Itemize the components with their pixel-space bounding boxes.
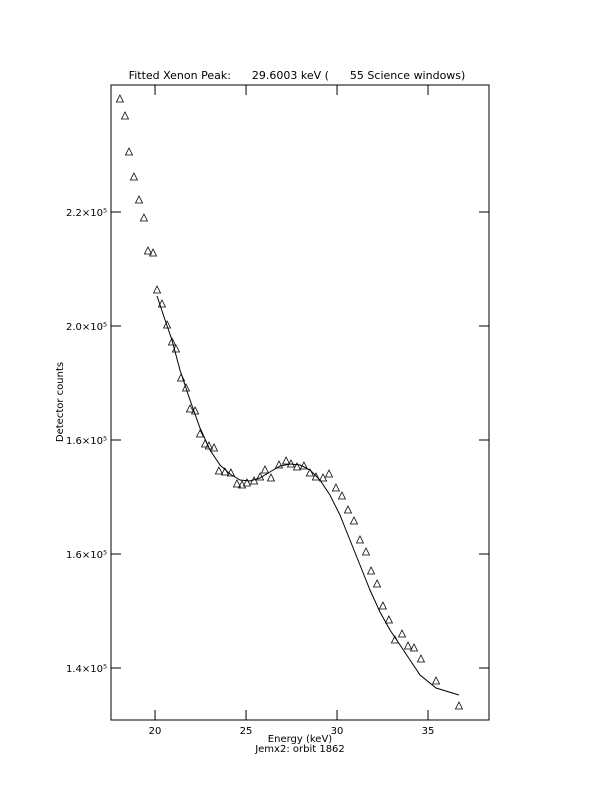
data-point	[372, 579, 382, 588]
y-tick-label: 2.0×10⁵	[66, 322, 107, 333]
data-point	[324, 469, 334, 478]
data-point	[232, 479, 242, 488]
data-point	[139, 213, 149, 222]
data-point	[305, 468, 315, 477]
data-point	[167, 337, 177, 346]
data-point	[311, 472, 321, 481]
data-point	[181, 383, 191, 392]
chart-subtitle: Jemx2: orbit 1862	[254, 744, 345, 755]
data-point	[384, 615, 394, 624]
data-point	[349, 516, 359, 525]
data-point	[124, 147, 134, 156]
data-point	[209, 443, 219, 452]
data-point	[281, 456, 291, 465]
data-point	[361, 547, 371, 556]
data-point	[274, 460, 284, 469]
data-point	[286, 459, 296, 468]
data-point	[409, 643, 419, 652]
data-point	[214, 466, 224, 475]
x-axis-label: Energy (keV)	[268, 734, 333, 745]
data-point	[162, 320, 172, 329]
data-point	[226, 468, 236, 477]
data-point	[454, 701, 464, 710]
data-point	[403, 641, 413, 650]
plot-frame	[110, 84, 490, 721]
data-point	[397, 629, 407, 638]
data-point	[431, 676, 441, 685]
data-point	[292, 462, 302, 471]
y-axis-label: Detector counts	[55, 362, 66, 442]
data-point	[242, 478, 252, 487]
data-point	[157, 299, 167, 308]
data-point	[355, 535, 365, 544]
data-point	[378, 601, 388, 610]
fit-line	[156, 295, 460, 696]
y-tick-label: 1.4×10⁵	[66, 664, 107, 675]
x-tick-label: 30	[331, 726, 344, 737]
data-point	[185, 404, 195, 413]
data-point	[143, 246, 153, 255]
data-point	[195, 429, 205, 438]
data-point	[260, 465, 270, 474]
data-point	[134, 195, 144, 204]
data-point	[204, 441, 214, 450]
data-point	[331, 483, 341, 492]
data-point	[416, 654, 426, 663]
chart-title: Fitted Xenon Peak: 29.6003 keV ( 55 Scie…	[129, 69, 466, 82]
data-point	[337, 491, 347, 500]
data-point	[152, 285, 162, 294]
x-tick-label: 35	[422, 726, 435, 737]
y-tick-label: 2.2×10⁵	[66, 208, 107, 219]
data-point	[318, 473, 328, 482]
x-tick-label: 25	[240, 726, 253, 737]
data-point	[266, 473, 276, 482]
data-point	[115, 94, 125, 103]
data-point	[343, 505, 353, 514]
y-tick-label: 1.6×10⁵	[66, 436, 107, 447]
data-point	[120, 111, 130, 120]
x-tick-label: 20	[149, 726, 162, 737]
data-point	[129, 172, 139, 181]
data-point	[366, 566, 376, 575]
y-tick-label: 1.6×10⁵	[66, 550, 107, 561]
data-point	[148, 248, 158, 257]
